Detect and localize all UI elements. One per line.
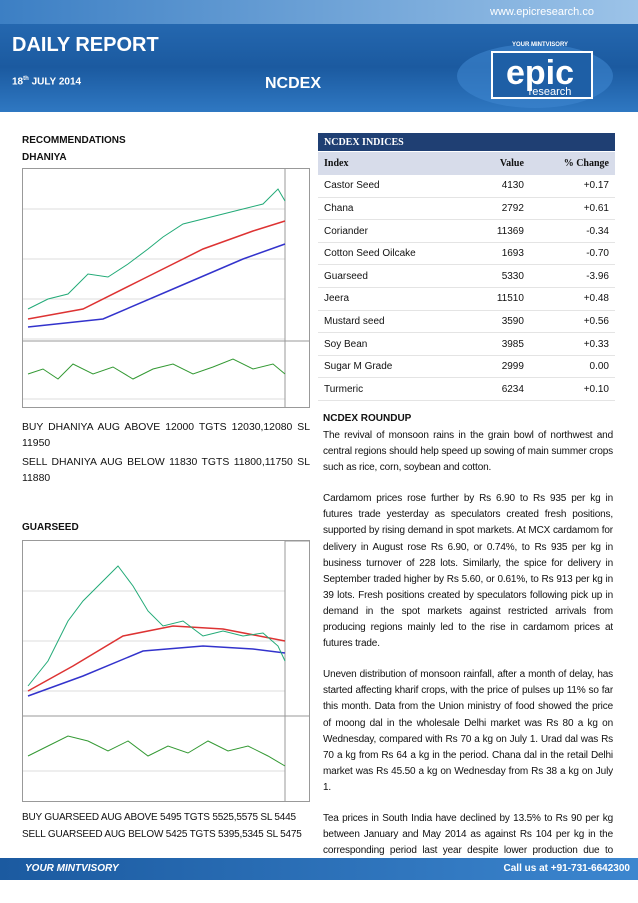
table-cell: 2792 bbox=[501, 202, 524, 214]
chart-ma bbox=[27, 645, 286, 697]
table-row: Chana 2792 +0.61 bbox=[318, 197, 615, 220]
rec-line: BUY DHANIYA AUG ABOVE 12000 TGTS 12030,1… bbox=[22, 422, 310, 449]
table-cell: 3590 bbox=[501, 315, 524, 327]
report-date: 18th JULY 2014 bbox=[12, 76, 81, 87]
chart-price bbox=[27, 565, 286, 687]
table-cell: -3.96 bbox=[586, 270, 609, 282]
table-cell: 3985 bbox=[501, 338, 524, 350]
date-day: 18 bbox=[12, 76, 24, 88]
logo-sub: research bbox=[529, 86, 572, 98]
table-cell: Cotton Seed Oilcake bbox=[324, 248, 416, 260]
table-cell: 1693 bbox=[501, 248, 524, 260]
logo-box bbox=[491, 51, 593, 99]
chart-image bbox=[22, 168, 310, 408]
col-header: % Change bbox=[563, 157, 609, 169]
chart-ma bbox=[27, 243, 286, 328]
indices-table: Index Value % Change Castor Seed 4130 +0.1… bbox=[318, 152, 615, 401]
table-cell: +0.48 bbox=[583, 293, 609, 305]
table-cell: Coriander bbox=[324, 225, 368, 237]
table-cell: 4130 bbox=[501, 180, 524, 192]
table-cell: 6234 bbox=[501, 383, 524, 395]
col-header: Value bbox=[499, 157, 524, 169]
table-cell: Mustard seed bbox=[324, 315, 385, 327]
chart-ma bbox=[27, 625, 286, 692]
rec-heading: RECOMMENDATIONS bbox=[22, 135, 126, 146]
table-row: Soy Bean 3985 +0.33 bbox=[318, 333, 615, 356]
rec-line: SELL GUARSEED AUG BELOW 5425 TGTS 5395,5… bbox=[22, 829, 302, 840]
website: www.epicresearch.co bbox=[490, 6, 594, 18]
rec-name: GUARSEED bbox=[22, 522, 79, 533]
roundup-paragraph: Uneven distribution of monsoon rainfall,… bbox=[323, 669, 613, 793]
table-cell: 2999 bbox=[501, 361, 524, 373]
roundup-paragraph: Cardamom prices rose further by Rs 6.90 … bbox=[323, 493, 613, 650]
table-cell: +0.17 bbox=[583, 180, 609, 192]
indices-title: NCDEX INDICES bbox=[318, 133, 615, 151]
rec-name: DHANIYA bbox=[22, 152, 67, 163]
date-rest: JULY 2014 bbox=[31, 76, 82, 88]
logo-tagline: YOUR MINTVISORY bbox=[512, 42, 568, 48]
table-cell: +0.10 bbox=[583, 383, 609, 395]
rec-line: BUY GUARSEED AUG ABOVE 5495 TGTS 5525,55… bbox=[22, 812, 296, 823]
table-cell: Soy Bean bbox=[324, 338, 368, 350]
chart-osc bbox=[27, 358, 286, 380]
table-row: Guarseed 5330 -3.96 bbox=[318, 265, 615, 288]
footer-left: YOUR MINTVISORY bbox=[25, 863, 119, 874]
table-cell: 5330 bbox=[501, 270, 524, 282]
table-header: Index Value % Change bbox=[318, 152, 615, 175]
table-row: Turmeric 6234 +0.10 bbox=[318, 378, 615, 401]
roundup-body: The revival of monsoon rains in the grai… bbox=[323, 428, 613, 856]
logo-word: epic bbox=[506, 54, 574, 92]
table-cell: Castor Seed bbox=[324, 180, 380, 192]
table-row: Mustard seed 3590 +0.56 bbox=[318, 310, 615, 333]
chart-price bbox=[27, 188, 286, 310]
table-cell: 11510 bbox=[496, 293, 524, 305]
header-strip bbox=[0, 0, 638, 24]
table-cell: Guarseed bbox=[324, 270, 368, 282]
table-cell: 0.00 bbox=[589, 361, 609, 373]
footer-right: Call us at +91-731-6642300 bbox=[503, 863, 630, 874]
exchange: NCDEX bbox=[265, 75, 322, 92]
col-header: Index bbox=[324, 157, 349, 169]
report-title: DAILY REPORT bbox=[12, 34, 159, 56]
table-cell: +0.61 bbox=[583, 202, 609, 214]
roundup-paragraph: Tea prices in South India have declined … bbox=[323, 812, 613, 856]
table-cell: Chana bbox=[324, 202, 354, 214]
chart-grid bbox=[23, 208, 285, 400]
table-cell: Jeera bbox=[324, 293, 350, 305]
roundup-title: NCDEX ROUNDUP bbox=[323, 413, 412, 424]
table-cell: Turmeric bbox=[324, 383, 364, 395]
roundup-paragraph: The revival of monsoon rains in the grai… bbox=[323, 430, 613, 474]
table-cell: -0.70 bbox=[586, 248, 609, 260]
table-row: Coriander 11369 -0.34 bbox=[318, 220, 615, 243]
chart-image bbox=[22, 540, 310, 802]
table-cell: 11369 bbox=[496, 225, 524, 237]
chart-osc bbox=[27, 735, 286, 767]
rec-line: SELL DHANIYA AUG BELOW 11830 TGTS 11800,… bbox=[22, 457, 310, 484]
table-row: Castor Seed 4130 +0.17 bbox=[318, 175, 615, 198]
table-row: Jeera 11510 +0.48 bbox=[318, 288, 615, 311]
table-cell: +0.56 bbox=[583, 315, 609, 327]
table-cell: Sugar M Grade bbox=[324, 361, 393, 373]
logo: YOUR MINTVISORY epic research bbox=[457, 42, 613, 108]
table-cell: -0.34 bbox=[586, 225, 609, 237]
chart-ma bbox=[27, 220, 286, 320]
date-suffix: th bbox=[23, 76, 29, 82]
table-cell: +0.33 bbox=[583, 338, 609, 350]
table-row: Cotton Seed Oilcake 1693 -0.70 bbox=[318, 242, 615, 265]
footer-band bbox=[0, 858, 638, 880]
table-row: Sugar M Grade 2999 0.00 bbox=[318, 355, 615, 378]
